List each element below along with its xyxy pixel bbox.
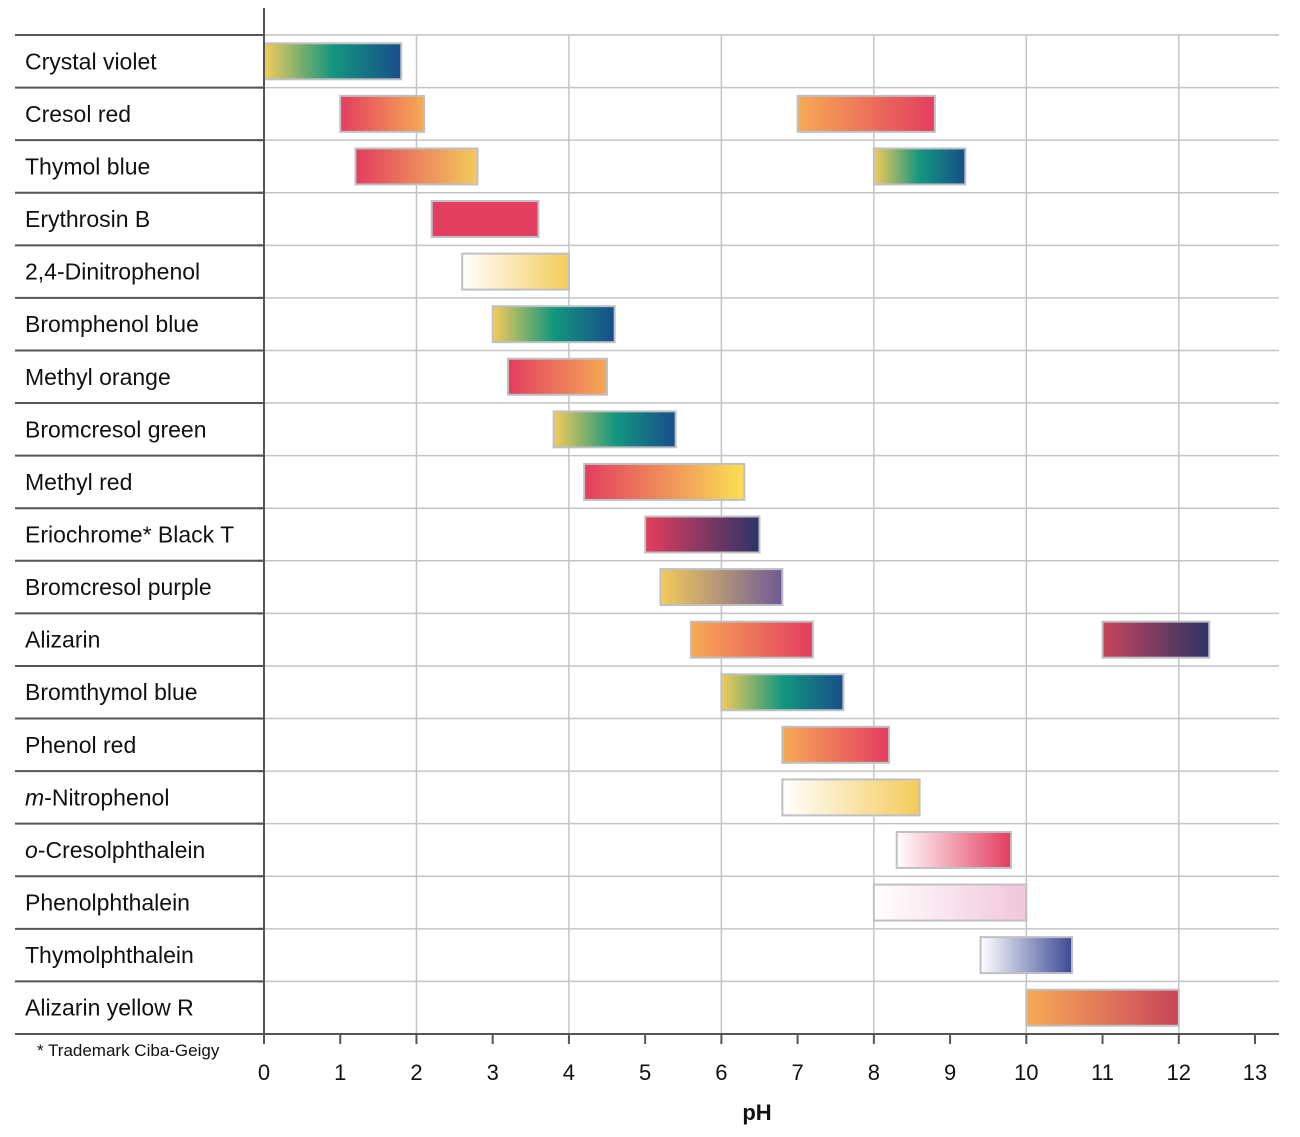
- range-bar: [781, 725, 891, 764]
- range-bar: [689, 620, 814, 659]
- row-label: Eriochrome* Black T: [25, 522, 234, 548]
- x-tick-label: 4: [563, 1060, 575, 1085]
- row-label: Methyl orange: [25, 364, 171, 390]
- range-bar: [491, 305, 616, 344]
- range-bar: [644, 515, 761, 554]
- row-label: Bromthymol blue: [25, 679, 198, 705]
- row-label: Bromphenol blue: [25, 311, 199, 337]
- label-name: -Nitrophenol: [44, 784, 169, 810]
- row-label: m-Nitrophenol: [25, 784, 169, 810]
- row-label: Erythrosin B: [25, 206, 150, 232]
- x-tick-label: 5: [639, 1060, 651, 1085]
- label-name: Crystal violet: [25, 48, 157, 74]
- footnote: * Trademark Ciba-Geigy: [37, 1041, 220, 1060]
- range-bar: [461, 252, 570, 291]
- label-name: Alizarin yellow R: [25, 995, 194, 1021]
- row-label: Cresol red: [25, 101, 131, 127]
- row-label: Phenolphthalein: [25, 890, 190, 916]
- row-label: Alizarin: [25, 627, 100, 653]
- range-bar: [339, 94, 426, 133]
- label-name: Erythrosin B: [25, 206, 150, 232]
- label-name: Bromcresol green: [25, 416, 207, 442]
- grid: [15, 34, 1279, 1035]
- x-axis-label: pH: [742, 1100, 771, 1125]
- label-name: Phenol red: [25, 732, 136, 758]
- x-tick-label: 3: [487, 1060, 499, 1085]
- label-name: Bromphenol blue: [25, 311, 199, 337]
- label-italic-prefix: m: [25, 784, 44, 810]
- range-bar: [506, 357, 609, 396]
- range-bar: [895, 830, 1013, 869]
- row-label: Alizarin yellow R: [25, 995, 194, 1021]
- label-name: Alizarin: [25, 627, 100, 653]
- label-name: Thymolphthalein: [25, 942, 194, 968]
- range-bar: [430, 200, 540, 239]
- x-axis: 0 1 2 3 4 5 6 7 8 9 10 11 12 13: [258, 8, 1279, 1085]
- row-labels: Crystal violet Cresol red Thymol blue Eryth…: [25, 48, 234, 1020]
- label-name: Phenolphthalein: [25, 890, 190, 916]
- label-name: Methyl orange: [25, 364, 171, 390]
- range-bar: [872, 883, 1028, 922]
- label-name: Bromcresol purple: [25, 574, 212, 600]
- range-bar: [781, 778, 921, 817]
- range-bar: [979, 936, 1074, 975]
- row-label: 2,4-Dinitrophenol: [25, 259, 200, 285]
- label-italic-prefix: o: [25, 837, 38, 863]
- x-tick-label: 11: [1091, 1060, 1114, 1085]
- label-name: Thymol blue: [25, 153, 150, 179]
- label-name: Methyl red: [25, 469, 132, 495]
- x-tick-label: 9: [944, 1060, 956, 1085]
- x-tick-label: 2: [410, 1060, 422, 1085]
- x-tick-label: 0: [258, 1060, 270, 1085]
- range-bar: [552, 410, 677, 449]
- label-name: Cresol red: [25, 101, 131, 127]
- row-label: Thymol blue: [25, 153, 150, 179]
- range-bar: [1025, 988, 1180, 1027]
- range-bar: [872, 147, 967, 186]
- range-bar: [720, 673, 845, 712]
- label-name: 2,4-Dinitrophenol: [25, 259, 200, 285]
- range-bar: [354, 147, 479, 186]
- range-bar: [659, 568, 784, 607]
- row-label: Methyl red: [25, 469, 132, 495]
- x-tick-label: 6: [715, 1060, 727, 1085]
- range-bar: [1101, 620, 1211, 659]
- row-label: Bromcresol green: [25, 416, 207, 442]
- label-name: Eriochrome* Black T: [25, 522, 234, 548]
- row-label: Phenol red: [25, 732, 136, 758]
- row-label: Thymolphthalein: [25, 942, 194, 968]
- x-tick-label: 7: [791, 1060, 803, 1085]
- bars: [263, 42, 1211, 1027]
- range-bar: [796, 94, 936, 133]
- label-name: -Cresolphthalein: [38, 837, 205, 863]
- x-tick-label: 13: [1243, 1060, 1267, 1085]
- label-name: Bromthymol blue: [25, 679, 198, 705]
- row-label: Crystal violet: [25, 48, 157, 74]
- x-tick-label: 10: [1014, 1060, 1038, 1085]
- x-tick-label: 1: [334, 1060, 346, 1085]
- x-tick-label: 8: [868, 1060, 880, 1085]
- range-bar: [583, 462, 746, 501]
- row-label: Bromcresol purple: [25, 574, 212, 600]
- x-tick-label: 12: [1167, 1060, 1191, 1085]
- range-bar: [263, 42, 403, 81]
- row-label: o-Cresolphthalein: [25, 837, 205, 863]
